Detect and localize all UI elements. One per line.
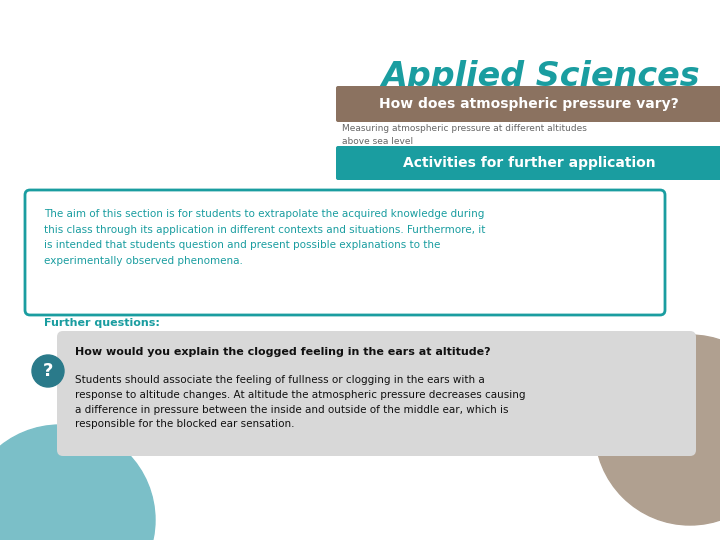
FancyBboxPatch shape [25, 190, 665, 315]
FancyBboxPatch shape [336, 86, 720, 122]
Text: ?: ? [42, 362, 53, 380]
Text: The aim of this section is for students to extrapolate the acquired knowledge du: The aim of this section is for students … [44, 209, 485, 266]
Text: Applied Sciences: Applied Sciences [382, 60, 700, 93]
Circle shape [0, 425, 155, 540]
Circle shape [32, 355, 64, 387]
FancyBboxPatch shape [336, 146, 720, 180]
Text: How would you explain the clogged feeling in the ears at altitude?: How would you explain the clogged feelin… [75, 347, 490, 357]
Text: Measuring atmospheric pressure at different altitudes
above sea level: Measuring atmospheric pressure at differ… [342, 124, 587, 145]
Circle shape [595, 335, 720, 525]
Text: Further questions:: Further questions: [44, 318, 160, 328]
FancyBboxPatch shape [57, 331, 696, 456]
Text: Students should associate the feeling of fullness or clogging in the ears with a: Students should associate the feeling of… [75, 375, 526, 429]
Text: How does atmospheric pressure vary?: How does atmospheric pressure vary? [379, 97, 679, 111]
Text: Activities for further application: Activities for further application [402, 156, 655, 170]
